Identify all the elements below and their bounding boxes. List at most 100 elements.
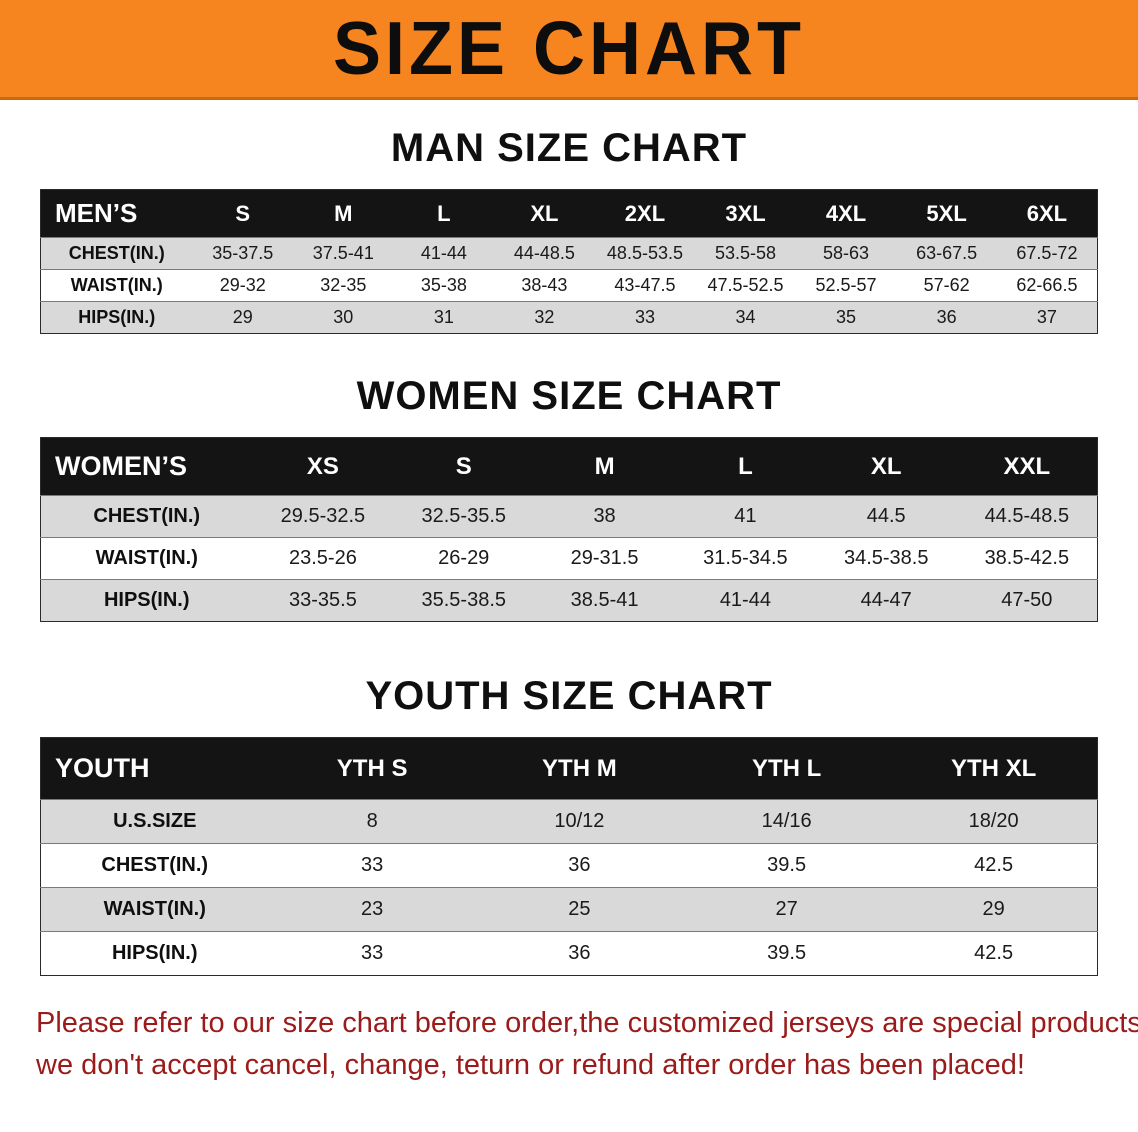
size-value: 35 — [836, 307, 857, 327]
banner: SIZE CHART — [0, 0, 1138, 100]
footer-line-1: Please refer to our size chart before or… — [36, 1007, 1138, 1039]
size-value: 29.5-32.5 — [280, 505, 366, 527]
size-value: 42.5 — [974, 942, 1014, 964]
size-value: 43-47.5 — [614, 275, 676, 295]
size-value: 39.5 — [767, 854, 807, 876]
table-row: WAIST(IN.) 23 25 27 29 — [40, 887, 1098, 932]
size-column-header: XS — [252, 437, 394, 496]
size-value: 33 — [361, 854, 384, 876]
size-column-header: L — [674, 437, 816, 496]
size-value: 38 — [593, 505, 616, 527]
size-value: 25 — [568, 898, 591, 920]
size-value: 63-67.5 — [916, 243, 978, 263]
size-column-header: YTH M — [475, 737, 683, 800]
size-value: 41-44 — [719, 589, 771, 611]
table-row: WAIST(IN.) 23.5-26 26-29 29-31.5 31.5-34.5 34… — [40, 537, 1098, 580]
page-title: SIZE CHART — [333, 6, 805, 91]
row-label: HIPS(IN.) — [111, 942, 198, 964]
size-value: 53.5-58 — [714, 243, 777, 263]
size-value: 48.5-53.5 — [606, 243, 683, 263]
size-value: 62-66.5 — [1016, 275, 1078, 295]
size-value: 44-48.5 — [513, 243, 575, 263]
table-row: CHEST(IN.) 33 36 39.5 42.5 — [40, 843, 1098, 888]
row-label: WAIST(IN.) — [103, 898, 206, 920]
size-value: 35.5-38.5 — [421, 589, 506, 611]
men-size-table: MEN’S S M L XL 2XL 3XL 4XL 5XL 6XL CHEST(IN.) 35-37… — [40, 189, 1098, 334]
size-column-header: 3XL — [695, 189, 796, 238]
size-value: 42.5 — [974, 854, 1014, 876]
header-row: YOUTH YTH S YTH M YTH L YTH XL — [40, 737, 1098, 800]
size-value: 26-29 — [438, 547, 490, 569]
header-row: MEN’S S M L XL 2XL 3XL 4XL 5XL 6XL — [40, 189, 1098, 238]
table-row: HIPS(IN.) 33-35.5 35.5-38.5 38.5-41 41-44 44-… — [40, 579, 1098, 622]
table-row: WAIST(IN.) 29-32 32-35 35-38 38-43 43-47.5 47.… — [40, 269, 1098, 302]
size-value: 47-50 — [1001, 589, 1053, 611]
size-column-header: 5XL — [896, 189, 997, 238]
size-value: 32-35 — [320, 275, 367, 295]
size-value: 67.5-72 — [1016, 243, 1078, 263]
size-value: 33-35.5 — [288, 589, 357, 611]
footer-line-2: we don't accept cancel, change, teturn o… — [36, 1049, 1025, 1082]
size-value: 39.5 — [767, 942, 807, 964]
youth-section-title: YOUTH SIZE CHART — [365, 674, 773, 718]
men-section-title: MAN SIZE CHART — [390, 126, 748, 170]
size-chart-page: SIZE CHART MAN SIZE CHART MEN’S S M L XL 2XL 3… — [0, 0, 1138, 1086]
footer-note: Please refer to our size chart before or… — [0, 1002, 1138, 1086]
size-value: 52.5-57 — [815, 275, 877, 295]
size-value: 57-62 — [923, 275, 970, 295]
size-column-header: YTH S — [268, 737, 476, 800]
table-corner-label: MEN’S — [40, 189, 193, 238]
size-value: 31 — [433, 307, 454, 327]
size-column-header: S — [192, 189, 294, 238]
size-value: 38.5-42.5 — [984, 547, 1070, 569]
size-value: 18/20 — [968, 810, 1019, 832]
table-row: U.S.SIZE 8 10/12 14/16 18/20 — [40, 799, 1098, 844]
size-value: 29 — [982, 898, 1005, 920]
size-value: 44.5-48.5 — [984, 505, 1070, 527]
size-value: 34 — [735, 307, 756, 327]
size-value: 32 — [534, 307, 555, 327]
size-column-header: 6XL — [996, 189, 1098, 238]
size-value: 29-32 — [219, 275, 266, 295]
size-value: 47.5-52.5 — [707, 275, 784, 295]
size-value: 14/16 — [761, 810, 812, 832]
size-value: 35-38 — [420, 275, 467, 295]
size-value: 44-47 — [860, 589, 912, 611]
table-row: CHEST(IN.) 35-37.5 37.5-41 41-44 44-48.5 48.5… — [40, 237, 1098, 270]
size-value: 30 — [333, 307, 354, 327]
size-value: 23.5-26 — [288, 547, 357, 569]
table-corner-label: YOUTH — [40, 737, 269, 800]
row-label: CHEST(IN.) — [101, 854, 209, 876]
size-column-header: YTH L — [683, 737, 891, 800]
size-value: 31.5-34.5 — [703, 547, 788, 569]
size-value: 10/12 — [554, 810, 605, 832]
women-size-table: WOMEN’S XS S M L XL XXL CHEST(IN.) 29.5-32.5 32.5… — [40, 437, 1098, 622]
size-value: 32.5-35.5 — [421, 505, 506, 527]
row-label: WAIST(IN.) — [70, 275, 163, 295]
row-label: CHEST(IN.) — [93, 505, 201, 527]
size-value: 36 — [568, 942, 591, 964]
row-label: HIPS(IN.) — [78, 307, 156, 327]
size-value: 27 — [775, 898, 798, 920]
size-value: 44.5 — [866, 505, 906, 527]
size-value: 37.5-41 — [312, 243, 374, 263]
table-row: HIPS(IN.) 33 36 39.5 42.5 — [40, 931, 1098, 976]
row-label: U.S.SIZE — [113, 810, 197, 832]
size-value: 36 — [568, 854, 591, 876]
size-value: 37 — [1036, 307, 1057, 327]
size-column-header: 2XL — [594, 189, 696, 238]
men-size-section: MAN SIZE CHART MEN’S S M L XL 2XL 3XL 4XL 5XL 6XL… — [0, 126, 1138, 334]
size-column-header: S — [393, 437, 535, 496]
size-column-header: M — [534, 437, 675, 496]
size-column-header: XL — [494, 189, 595, 238]
size-column-header: 4XL — [795, 189, 897, 238]
women-size-section: WOMEN SIZE CHART WOMEN’S XS S M L XL XXL CHEST(… — [0, 374, 1138, 622]
header-row: WOMEN’S XS S M L XL XXL — [40, 437, 1098, 496]
table-row: HIPS(IN.) 29 30 31 32 33 34 35 36 37 — [40, 301, 1098, 334]
size-value: 8 — [366, 810, 378, 832]
row-label: HIPS(IN.) — [103, 589, 190, 611]
size-value: 33 — [361, 942, 384, 964]
women-section-title: WOMEN SIZE CHART — [356, 374, 782, 418]
size-value: 29 — [232, 307, 253, 327]
size-value: 38.5-41 — [570, 589, 639, 611]
